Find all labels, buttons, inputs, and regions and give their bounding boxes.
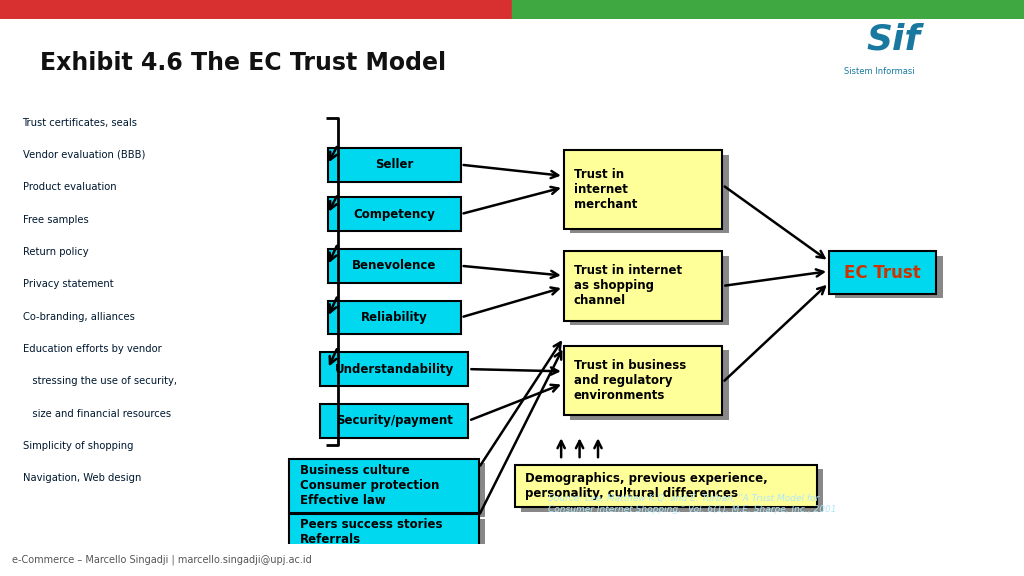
FancyBboxPatch shape bbox=[328, 249, 461, 283]
FancyBboxPatch shape bbox=[295, 464, 485, 517]
FancyBboxPatch shape bbox=[569, 154, 729, 233]
Text: Return policy: Return policy bbox=[23, 247, 88, 257]
Text: Trust in
internet
merchant: Trust in internet merchant bbox=[573, 168, 637, 211]
Text: Reliability: Reliability bbox=[360, 311, 428, 324]
Text: Education efforts by vendor: Education efforts by vendor bbox=[23, 344, 161, 354]
Text: Demographics, previous experience,
personality, cultural differences: Demographics, previous experience, perso… bbox=[525, 472, 768, 500]
Text: Product evaluation: Product evaluation bbox=[23, 182, 116, 192]
Text: stressing the use of security,: stressing the use of security, bbox=[23, 376, 176, 386]
Text: Trust in internet
as shopping
channel: Trust in internet as shopping channel bbox=[573, 264, 682, 308]
Text: e-Commerce – Marcello Singadji | marcello.singadji@upj.ac.id: e-Commerce – Marcello Singadji | marcell… bbox=[12, 555, 312, 566]
Text: Trust certificates, seals: Trust certificates, seals bbox=[23, 118, 137, 127]
Text: EC Trust: EC Trust bbox=[845, 263, 921, 282]
FancyBboxPatch shape bbox=[563, 346, 723, 415]
Text: Business culture
Consumer protection
Effective law: Business culture Consumer protection Eff… bbox=[299, 464, 439, 507]
Text: Privacy statement: Privacy statement bbox=[23, 279, 114, 289]
Text: Seller: Seller bbox=[375, 158, 414, 171]
Bar bbox=[0, 0, 512, 19]
Text: Navigation, Web design: Navigation, Web design bbox=[23, 473, 141, 483]
Text: size and financial resources: size and financial resources bbox=[23, 408, 171, 419]
FancyBboxPatch shape bbox=[569, 256, 729, 325]
Text: Understandability: Understandability bbox=[335, 363, 454, 376]
Text: Co-branding, alliances: Co-branding, alliances bbox=[23, 312, 134, 321]
Text: Sistem Informasi: Sistem Informasi bbox=[844, 67, 914, 76]
FancyBboxPatch shape bbox=[563, 251, 723, 321]
FancyBboxPatch shape bbox=[829, 251, 936, 294]
FancyBboxPatch shape bbox=[295, 519, 485, 554]
FancyBboxPatch shape bbox=[515, 465, 817, 507]
FancyBboxPatch shape bbox=[319, 404, 469, 438]
Text: Security/payment: Security/payment bbox=[336, 414, 453, 427]
Text: Simplicity of shopping: Simplicity of shopping bbox=[23, 441, 133, 451]
FancyBboxPatch shape bbox=[569, 350, 729, 420]
FancyBboxPatch shape bbox=[289, 459, 478, 513]
Text: Free samples: Free samples bbox=[23, 214, 88, 225]
FancyBboxPatch shape bbox=[836, 256, 942, 298]
Text: Exhibit 4.6 The EC Trust Model: Exhibit 4.6 The EC Trust Model bbox=[40, 51, 446, 75]
Text: Source: Lee, Matthew K.Q. and E. Turban, "A Trust Model for
Consumer Internet Sh: Source: Lee, Matthew K.Q. and E. Turban,… bbox=[548, 494, 837, 514]
Text: Trust in business
and regulatory
environments: Trust in business and regulatory environ… bbox=[573, 359, 686, 402]
FancyBboxPatch shape bbox=[328, 148, 461, 181]
Text: Vendor evaluation (BBB): Vendor evaluation (BBB) bbox=[23, 150, 145, 160]
FancyBboxPatch shape bbox=[319, 353, 469, 386]
FancyBboxPatch shape bbox=[563, 150, 723, 229]
Text: Peers success stories
Referrals: Peers success stories Referrals bbox=[299, 518, 442, 545]
Text: Sif: Sif bbox=[866, 22, 921, 56]
FancyBboxPatch shape bbox=[521, 469, 823, 511]
Bar bbox=[512, 0, 1024, 19]
FancyBboxPatch shape bbox=[328, 197, 461, 231]
Text: Competency: Competency bbox=[353, 207, 435, 221]
Text: Benevolence: Benevolence bbox=[352, 259, 436, 272]
FancyBboxPatch shape bbox=[289, 514, 478, 550]
FancyBboxPatch shape bbox=[328, 301, 461, 334]
